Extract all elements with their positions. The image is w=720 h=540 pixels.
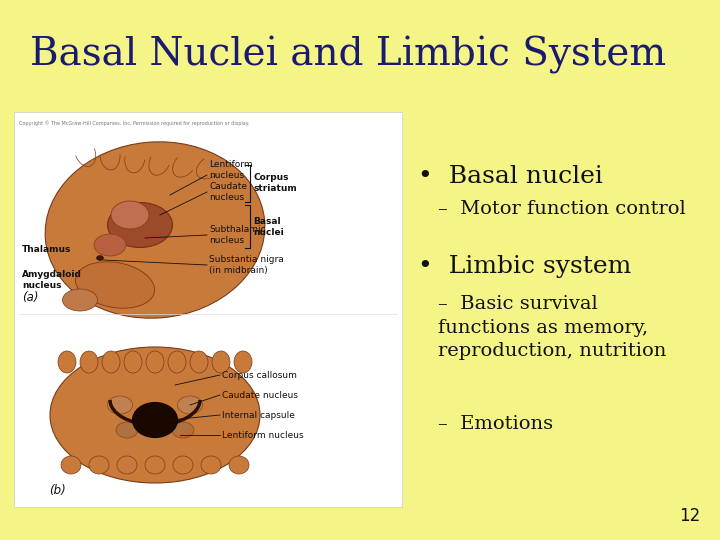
Ellipse shape (50, 347, 260, 483)
Ellipse shape (58, 351, 76, 373)
Text: Internal capsule: Internal capsule (222, 410, 295, 420)
Ellipse shape (168, 351, 186, 373)
Text: –  Emotions: – Emotions (438, 415, 553, 433)
Ellipse shape (190, 351, 208, 373)
Ellipse shape (178, 396, 202, 414)
Text: Lentiform nucleus: Lentiform nucleus (222, 430, 304, 440)
Ellipse shape (45, 142, 265, 318)
Text: Caudate
nucleus: Caudate nucleus (209, 183, 247, 202)
Ellipse shape (107, 202, 173, 247)
Ellipse shape (146, 351, 164, 373)
Ellipse shape (89, 456, 109, 474)
Ellipse shape (111, 201, 149, 229)
Ellipse shape (201, 456, 221, 474)
Ellipse shape (102, 351, 120, 373)
Ellipse shape (212, 351, 230, 373)
Text: –  Basic survival
functions as memory,
reproduction, nutrition: – Basic survival functions as memory, re… (438, 295, 667, 360)
Ellipse shape (94, 234, 126, 256)
Ellipse shape (107, 396, 132, 414)
Ellipse shape (172, 422, 194, 438)
Ellipse shape (117, 456, 137, 474)
Text: Caudate nucleus: Caudate nucleus (222, 390, 298, 400)
Text: Amygdaloid
nucleus: Amygdaloid nucleus (22, 271, 82, 289)
Ellipse shape (173, 456, 193, 474)
Ellipse shape (145, 456, 165, 474)
Ellipse shape (132, 402, 178, 437)
Text: Lentiform
nucleus: Lentiform nucleus (209, 160, 253, 180)
Ellipse shape (80, 351, 98, 373)
Text: Basal Nuclei and Limbic System: Basal Nuclei and Limbic System (30, 36, 666, 74)
Text: •  Limbic system: • Limbic system (418, 255, 631, 278)
Ellipse shape (76, 262, 155, 308)
Text: (b): (b) (49, 484, 66, 497)
Text: Thalamus: Thalamus (22, 246, 71, 254)
Text: Basal
nuclei: Basal nuclei (253, 217, 284, 237)
Bar (14, 112, 402, 507)
Text: Corpus
striatum: Corpus striatum (253, 173, 297, 193)
Text: –  Motor function control: – Motor function control (438, 200, 685, 218)
Ellipse shape (116, 422, 138, 438)
Ellipse shape (229, 456, 249, 474)
Text: Corpus callosum: Corpus callosum (222, 370, 297, 380)
Text: Copyright © The McGraw-Hill Companies, Inc. Permission required for reproduction: Copyright © The McGraw-Hill Companies, I… (19, 120, 249, 126)
Text: 12: 12 (679, 507, 700, 525)
Ellipse shape (124, 351, 142, 373)
Ellipse shape (61, 456, 81, 474)
Text: (a): (a) (22, 291, 38, 304)
Ellipse shape (96, 255, 104, 260)
Text: •  Basal nuclei: • Basal nuclei (418, 165, 603, 188)
Ellipse shape (63, 289, 97, 311)
Text: Substantia nigra
(in midbrain): Substantia nigra (in midbrain) (209, 255, 284, 275)
Text: Subthalamic
nucleus: Subthalamic nucleus (209, 225, 266, 245)
Ellipse shape (234, 351, 252, 373)
